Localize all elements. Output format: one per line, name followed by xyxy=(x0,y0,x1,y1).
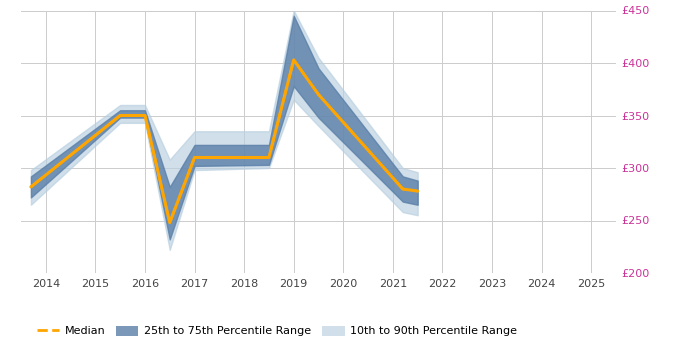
Legend: Median, 25th to 75th Percentile Range, 10th to 90th Percentile Range: Median, 25th to 75th Percentile Range, 1… xyxy=(32,321,522,341)
